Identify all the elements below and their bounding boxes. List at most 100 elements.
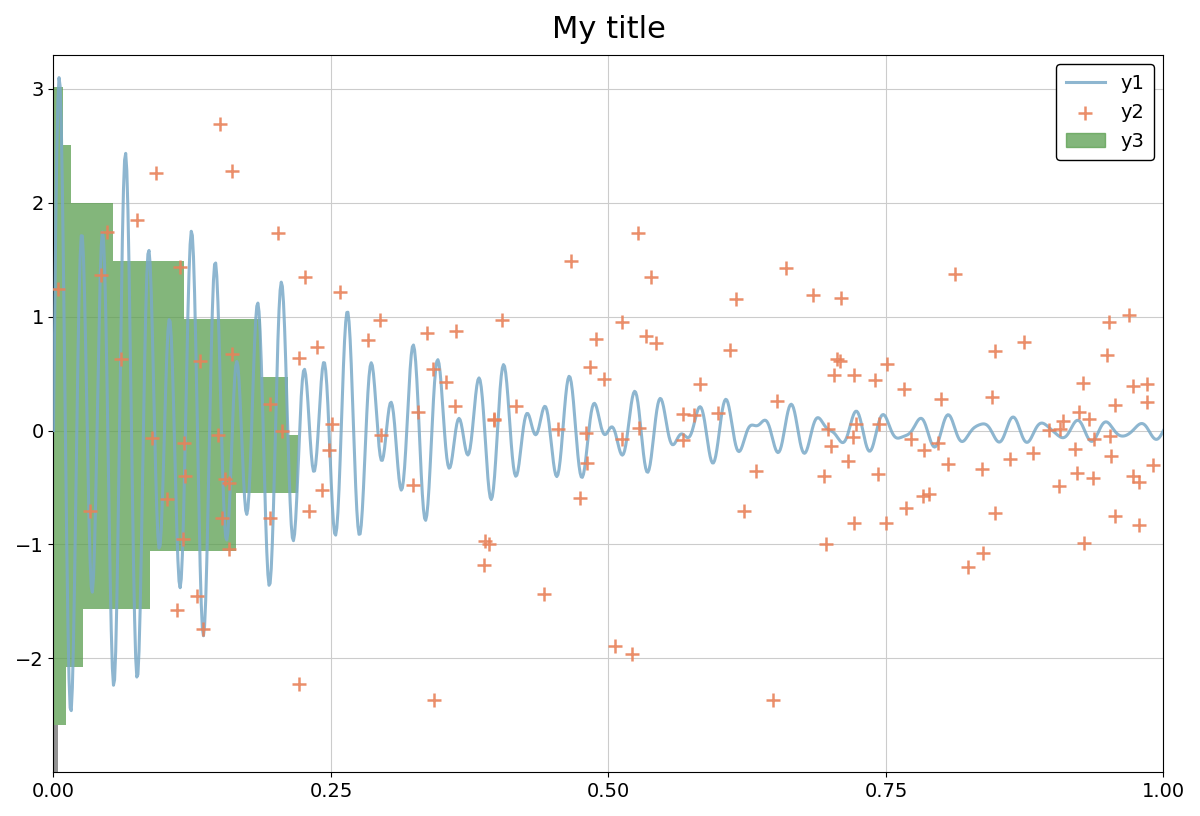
y2 bbox=[804, 289, 823, 302]
y2 bbox=[1069, 406, 1088, 419]
Bar bbox=[54, 493, 236, 551]
y2 bbox=[839, 455, 858, 468]
y2 bbox=[1102, 449, 1121, 462]
y2 bbox=[222, 348, 241, 361]
y2 bbox=[816, 538, 835, 551]
y2 bbox=[216, 472, 235, 486]
y2 bbox=[845, 517, 864, 530]
y2 bbox=[581, 360, 600, 373]
y2 bbox=[919, 488, 938, 501]
y2 bbox=[641, 271, 660, 284]
y2 bbox=[269, 227, 288, 240]
y2 bbox=[157, 493, 176, 506]
y2 bbox=[612, 432, 631, 446]
y2 bbox=[295, 271, 314, 284]
y2 bbox=[763, 694, 782, 707]
y2 bbox=[1039, 424, 1058, 437]
y2 bbox=[492, 313, 511, 326]
y1 bbox=[811, 413, 826, 423]
y2 bbox=[424, 694, 443, 707]
Bar bbox=[54, 609, 83, 667]
y2 bbox=[1129, 518, 1148, 531]
y2 bbox=[832, 292, 851, 305]
y2 bbox=[818, 423, 838, 436]
y1 bbox=[538, 401, 552, 411]
y2 bbox=[187, 590, 206, 603]
y2 bbox=[548, 423, 568, 436]
y2 bbox=[629, 422, 648, 435]
y2 bbox=[587, 332, 606, 345]
y2 bbox=[828, 353, 847, 366]
y2 bbox=[371, 314, 390, 327]
y2 bbox=[485, 413, 504, 426]
y2 bbox=[506, 399, 526, 412]
y2 bbox=[901, 432, 920, 446]
y2 bbox=[846, 418, 865, 431]
y2 bbox=[372, 428, 391, 441]
y2 bbox=[479, 538, 498, 551]
y2 bbox=[1066, 442, 1085, 455]
y2 bbox=[209, 428, 228, 441]
y2 bbox=[170, 260, 190, 273]
y2 bbox=[437, 375, 456, 388]
y2 bbox=[1084, 472, 1103, 485]
y2 bbox=[127, 214, 146, 227]
y2 bbox=[985, 345, 1004, 358]
y2 bbox=[190, 355, 209, 368]
y2 bbox=[485, 413, 504, 426]
y1 bbox=[1157, 426, 1171, 436]
y2 bbox=[418, 326, 437, 339]
y2 bbox=[913, 489, 932, 502]
y1 bbox=[47, 426, 61, 436]
y2 bbox=[403, 478, 422, 491]
y2 bbox=[535, 588, 554, 601]
y2 bbox=[330, 286, 349, 299]
y2 bbox=[577, 456, 596, 469]
y2 bbox=[1105, 398, 1124, 411]
y2 bbox=[776, 261, 796, 274]
y2 bbox=[220, 542, 239, 555]
y2 bbox=[720, 344, 739, 357]
y2 bbox=[475, 534, 494, 548]
y2 bbox=[684, 408, 703, 421]
y2 bbox=[629, 226, 648, 239]
y2 bbox=[605, 639, 624, 652]
y2 bbox=[929, 437, 948, 450]
y2 bbox=[1080, 413, 1099, 426]
y2 bbox=[1129, 475, 1148, 488]
y2 bbox=[112, 353, 131, 366]
y2 bbox=[982, 391, 1001, 404]
y2 bbox=[865, 373, 884, 386]
y2 bbox=[422, 363, 442, 376]
y2 bbox=[175, 469, 194, 482]
y2 bbox=[974, 547, 994, 560]
y2 bbox=[931, 392, 950, 406]
y2 bbox=[359, 334, 378, 347]
y2 bbox=[445, 399, 464, 412]
y2 bbox=[767, 394, 786, 407]
y2 bbox=[612, 316, 631, 329]
y2 bbox=[895, 382, 914, 395]
y1 bbox=[64, 706, 78, 716]
y1 bbox=[914, 414, 929, 424]
y2 bbox=[647, 337, 666, 350]
y2 bbox=[1050, 480, 1069, 493]
Bar bbox=[54, 319, 260, 377]
y2 bbox=[877, 516, 896, 529]
y2 bbox=[289, 351, 308, 364]
y2 bbox=[824, 369, 844, 382]
y2 bbox=[1085, 432, 1104, 446]
Bar bbox=[54, 203, 113, 261]
y2 bbox=[1142, 459, 1162, 472]
y2 bbox=[175, 437, 194, 450]
y2 bbox=[1097, 348, 1116, 361]
Bar bbox=[54, 725, 59, 783]
y2 bbox=[938, 457, 958, 470]
y2 bbox=[1120, 308, 1139, 322]
y2 bbox=[211, 118, 230, 131]
y2 bbox=[97, 225, 116, 238]
y2 bbox=[562, 255, 581, 268]
y2 bbox=[260, 511, 280, 524]
y2 bbox=[313, 484, 332, 497]
y2 bbox=[708, 406, 727, 419]
